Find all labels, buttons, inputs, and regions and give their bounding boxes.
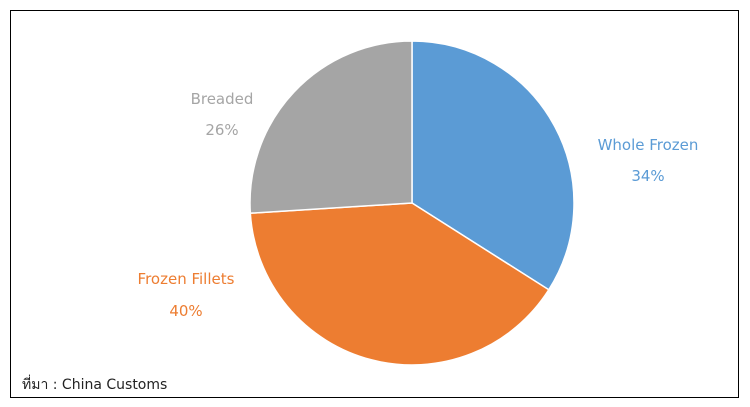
slice-label-breaded: Breaded: [191, 90, 254, 108]
pie-slice-whole-frozen: [411, 40, 575, 291]
pie-slice-breaded: [249, 40, 413, 214]
slice-value-breaded: 26%: [205, 121, 238, 139]
slice-label-whole-frozen: Whole Frozen: [598, 136, 699, 154]
slice-label-frozen-fillets: Frozen Fillets: [138, 270, 235, 288]
slice-value-frozen-fillets: 40%: [169, 302, 202, 320]
source-note: ที่มา : China Customs: [22, 375, 167, 393]
slice-value-whole-frozen: 34%: [631, 167, 664, 185]
pie-slice-frozen-fillets: [249, 202, 550, 366]
